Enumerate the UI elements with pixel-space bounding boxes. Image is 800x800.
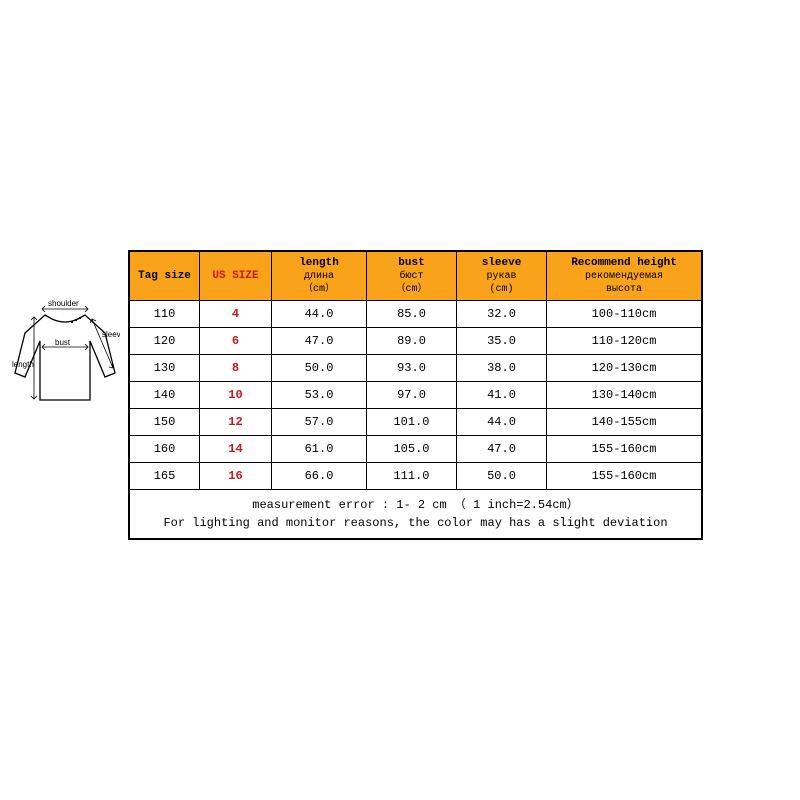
- cell-tag: 140: [130, 382, 200, 409]
- cell-bust: 85.0: [367, 301, 457, 328]
- cell-us: 14: [200, 436, 272, 463]
- table-row: 1651666.0111.050.0155-160cm: [130, 463, 702, 490]
- cell-length: 53.0: [272, 382, 367, 409]
- header-tag-size: Tag size: [130, 252, 200, 301]
- table-row: 1401053.097.041.0130-140cm: [130, 382, 702, 409]
- bust-label: bust: [55, 338, 71, 347]
- cell-sleeve: 41.0: [457, 382, 547, 409]
- table-row: 110444.085.032.0100-110cm: [130, 301, 702, 328]
- shirt-outline-icon: shoulder sleeve bust length: [10, 295, 120, 425]
- header-sleeve: sleeve рукав (cm): [457, 252, 547, 301]
- cell-sleeve: 50.0: [457, 463, 547, 490]
- shirt-diagram: shoulder sleeve bust length: [10, 295, 120, 425]
- cell-recommend: 130-140cm: [547, 382, 702, 409]
- table-row: 120647.089.035.0110-120cm: [130, 328, 702, 355]
- cell-recommend: 155-160cm: [547, 436, 702, 463]
- cell-bust: 97.0: [367, 382, 457, 409]
- cell-length: 61.0: [272, 436, 367, 463]
- cell-recommend: 100-110cm: [547, 301, 702, 328]
- cell-bust: 93.0: [367, 355, 457, 382]
- shoulder-label: shoulder: [48, 299, 79, 308]
- cell-sleeve: 32.0: [457, 301, 547, 328]
- size-table-header: Tag size US SIZE length длина （cm） bust …: [130, 252, 702, 301]
- cell-recommend: 140-155cm: [547, 409, 702, 436]
- cell-sleeve: 38.0: [457, 355, 547, 382]
- size-table-wrap: Tag size US SIZE length длина （cm） bust …: [128, 250, 703, 540]
- cell-tag: 110: [130, 301, 200, 328]
- cell-tag: 165: [130, 463, 200, 490]
- cell-tag: 160: [130, 436, 200, 463]
- table-row: 1601461.0105.047.0155-160cm: [130, 436, 702, 463]
- size-table-body: 110444.085.032.0100-110cm120647.089.035.…: [130, 301, 702, 490]
- cell-tag: 150: [130, 409, 200, 436]
- cell-us: 12: [200, 409, 272, 436]
- cell-tag: 120: [130, 328, 200, 355]
- header-recommend: Recommend height рекомендуемая высота: [547, 252, 702, 301]
- header-bust: bust бюст （cm）: [367, 252, 457, 301]
- cell-recommend: 120-130cm: [547, 355, 702, 382]
- cell-bust: 89.0: [367, 328, 457, 355]
- cell-us: 4: [200, 301, 272, 328]
- cell-recommend: 155-160cm: [547, 463, 702, 490]
- cell-length: 44.0: [272, 301, 367, 328]
- cell-length: 47.0: [272, 328, 367, 355]
- cell-sleeve: 47.0: [457, 436, 547, 463]
- cell-sleeve: 35.0: [457, 328, 547, 355]
- footer-note-row: measurement error : 1- 2 cm （ 1 inch=2.5…: [130, 490, 702, 539]
- cell-bust: 105.0: [367, 436, 457, 463]
- cell-length: 57.0: [272, 409, 367, 436]
- cell-length: 66.0: [272, 463, 367, 490]
- sizing-chart: shoulder sleeve bust length Tag size US …: [10, 250, 703, 540]
- header-length: length длина （cm）: [272, 252, 367, 301]
- cell-us: 8: [200, 355, 272, 382]
- header-us-size: US SIZE: [200, 252, 272, 301]
- cell-us: 6: [200, 328, 272, 355]
- cell-us: 16: [200, 463, 272, 490]
- footer-note: measurement error : 1- 2 cm （ 1 inch=2.5…: [130, 490, 702, 539]
- sleeve-label: sleeve: [102, 330, 120, 339]
- table-row: 1501257.0101.044.0140-155cm: [130, 409, 702, 436]
- table-row: 130850.093.038.0120-130cm: [130, 355, 702, 382]
- cell-length: 50.0: [272, 355, 367, 382]
- length-label: length: [12, 360, 34, 369]
- cell-bust: 111.0: [367, 463, 457, 490]
- cell-recommend: 110-120cm: [547, 328, 702, 355]
- cell-us: 10: [200, 382, 272, 409]
- size-table: Tag size US SIZE length длина （cm） bust …: [129, 251, 702, 539]
- cell-tag: 130: [130, 355, 200, 382]
- cell-bust: 101.0: [367, 409, 457, 436]
- cell-sleeve: 44.0: [457, 409, 547, 436]
